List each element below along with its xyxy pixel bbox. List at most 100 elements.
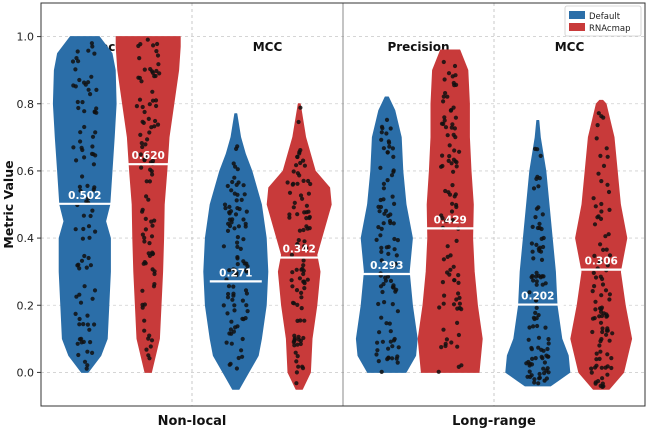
data-point xyxy=(447,143,452,148)
data-point xyxy=(239,197,244,202)
data-point xyxy=(456,273,461,278)
data-point xyxy=(388,339,393,344)
data-point xyxy=(451,302,457,307)
data-point xyxy=(534,206,540,211)
data-point xyxy=(294,267,299,272)
data-point xyxy=(453,135,458,140)
data-point xyxy=(294,370,299,375)
data-point xyxy=(381,181,386,186)
data-point xyxy=(384,117,390,122)
data-point xyxy=(532,377,537,382)
data-point xyxy=(235,244,240,249)
data-point xyxy=(302,279,307,284)
data-point xyxy=(394,356,399,361)
data-point xyxy=(77,77,82,83)
data-point xyxy=(82,124,87,130)
data-point xyxy=(385,150,390,155)
data-point xyxy=(244,269,249,274)
data-point xyxy=(239,348,244,353)
data-point xyxy=(227,362,232,367)
data-point xyxy=(599,313,605,319)
data-point xyxy=(391,283,396,288)
data-point xyxy=(609,365,614,371)
legend-swatch-rnacmap xyxy=(569,23,585,31)
data-point xyxy=(154,103,159,109)
violin-rnacmap xyxy=(266,103,332,390)
data-point xyxy=(227,204,232,209)
data-point xyxy=(86,196,91,201)
data-point xyxy=(589,366,594,371)
data-point xyxy=(137,75,142,81)
data-point xyxy=(299,290,304,295)
data-point xyxy=(242,192,247,197)
group-label: Non-local xyxy=(158,414,227,428)
data-point xyxy=(391,154,396,159)
data-point xyxy=(590,289,595,294)
data-point xyxy=(94,87,99,92)
data-point xyxy=(294,359,299,364)
data-point xyxy=(75,99,80,105)
data-point xyxy=(148,67,153,72)
data-point xyxy=(376,301,381,307)
data-point xyxy=(232,226,237,231)
data-point xyxy=(453,192,458,197)
data-point xyxy=(601,115,606,120)
data-point xyxy=(443,343,448,349)
data-point xyxy=(77,322,82,327)
data-point xyxy=(77,184,82,189)
data-point xyxy=(597,343,602,348)
data-point xyxy=(155,41,160,47)
data-point xyxy=(378,165,383,170)
data-point xyxy=(304,216,309,221)
data-point xyxy=(381,282,386,287)
data-point xyxy=(441,59,446,65)
data-point xyxy=(527,369,532,374)
panel-title: MCC xyxy=(253,40,283,54)
y-tick-label: 0.4 xyxy=(17,232,35,245)
data-point xyxy=(596,171,601,176)
data-point xyxy=(142,67,147,72)
data-point xyxy=(238,246,243,251)
data-point xyxy=(142,318,147,323)
data-point xyxy=(231,293,236,298)
data-point xyxy=(390,194,395,199)
data-point xyxy=(301,258,306,263)
data-point xyxy=(147,102,152,107)
data-point xyxy=(302,318,307,323)
data-point xyxy=(603,234,608,239)
data-point xyxy=(137,56,142,61)
data-point xyxy=(87,327,92,332)
data-point xyxy=(381,146,386,151)
data-point xyxy=(242,261,247,266)
data-point xyxy=(243,316,248,321)
data-point xyxy=(149,219,154,224)
data-point xyxy=(152,282,157,287)
data-point xyxy=(376,225,381,230)
data-point xyxy=(445,254,450,259)
data-point xyxy=(78,300,84,305)
data-point xyxy=(152,74,157,79)
data-point xyxy=(594,136,599,141)
data-point xyxy=(85,349,90,354)
median-label: 0.306 xyxy=(585,256,618,268)
data-point xyxy=(150,223,155,228)
data-point xyxy=(77,316,82,322)
data-point xyxy=(92,322,97,327)
data-point xyxy=(291,340,296,345)
data-point xyxy=(89,41,94,46)
data-point xyxy=(536,381,541,386)
data-point xyxy=(290,284,295,289)
median-label: 0.502 xyxy=(68,190,101,202)
data-point xyxy=(235,256,240,261)
y-axis-label: Metric Value xyxy=(1,160,16,248)
data-point xyxy=(308,181,313,187)
data-point xyxy=(295,154,300,160)
data-point xyxy=(376,204,381,209)
data-point xyxy=(605,154,610,159)
data-point xyxy=(70,59,76,64)
data-point xyxy=(77,292,82,297)
data-point xyxy=(292,343,297,348)
data-point xyxy=(235,262,240,267)
